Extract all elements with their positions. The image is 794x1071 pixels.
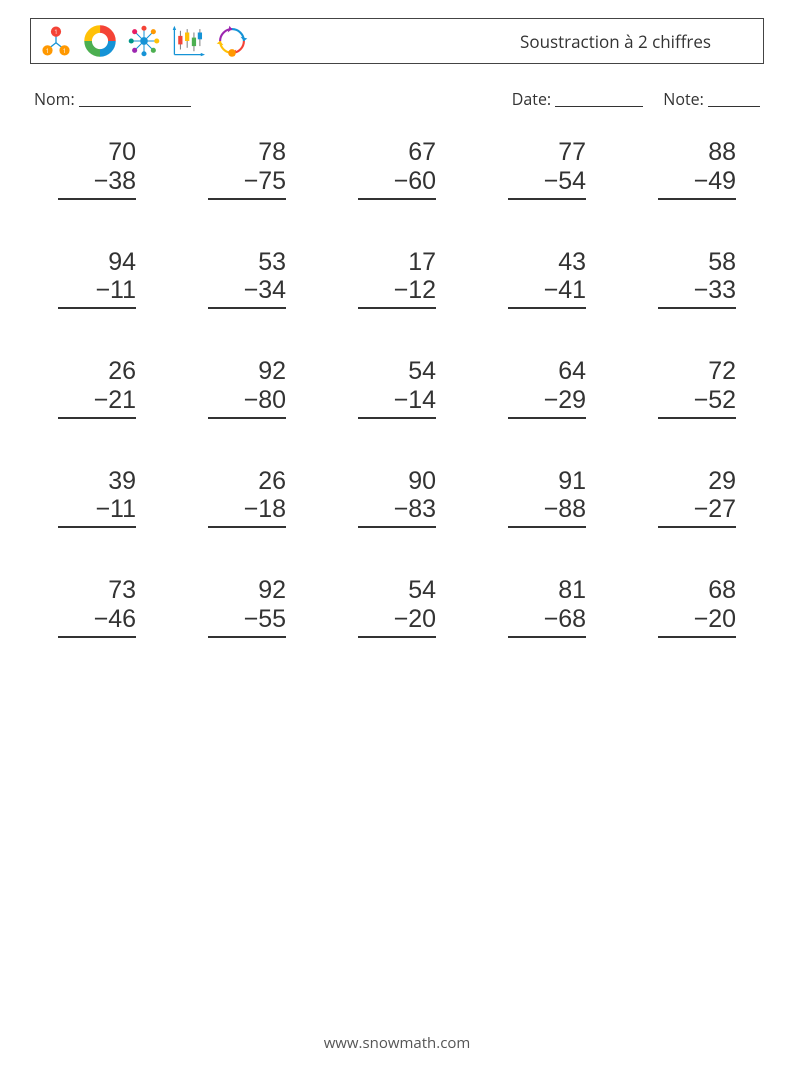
problem: 54−20 xyxy=(322,576,472,638)
problem: 29−27 xyxy=(622,467,772,529)
subtrahend: −34 xyxy=(208,276,286,309)
subtrahend: −38 xyxy=(58,167,136,200)
name-label: Nom: xyxy=(34,88,75,110)
minuend: 17 xyxy=(358,248,436,277)
subtrahend: −27 xyxy=(658,495,736,528)
footer-text: www.snowmath.com xyxy=(0,1033,794,1053)
minuend: 72 xyxy=(658,357,736,386)
minuend: 77 xyxy=(508,138,586,167)
subtrahend: −54 xyxy=(508,167,586,200)
minuend: 67 xyxy=(358,138,436,167)
subtrahend: −33 xyxy=(658,276,736,309)
subtrahend: −60 xyxy=(358,167,436,200)
subtrahend: −41 xyxy=(508,276,586,309)
minuend: 26 xyxy=(58,357,136,386)
subtrahend: −75 xyxy=(208,167,286,200)
problem: 90−83 xyxy=(322,467,472,529)
problem: 77−54 xyxy=(472,138,622,200)
problem: 64−29 xyxy=(472,357,622,419)
minuend: 70 xyxy=(58,138,136,167)
problem: 39−11 xyxy=(22,467,172,529)
subtrahend: −52 xyxy=(658,386,736,419)
date-label: Date: xyxy=(512,88,551,110)
problems-grid: 70−3878−7567−6077−5488−4994−1153−3417−12… xyxy=(22,138,772,638)
subtrahend: −83 xyxy=(358,495,436,528)
problem: 17−12 xyxy=(322,248,472,310)
tree-icon: 1 1 1 xyxy=(37,22,75,60)
subtrahend: −20 xyxy=(358,605,436,638)
problem: 43−41 xyxy=(472,248,622,310)
problem: 92−80 xyxy=(172,357,322,419)
subtrahend: −18 xyxy=(208,495,286,528)
minuend: 26 xyxy=(208,467,286,496)
subtrahend: −21 xyxy=(58,386,136,419)
minuend: 90 xyxy=(358,467,436,496)
problem: 54−14 xyxy=(322,357,472,419)
svg-text:1: 1 xyxy=(46,47,49,55)
header-bar: 1 1 1 xyxy=(30,18,764,64)
subtrahend: −29 xyxy=(508,386,586,419)
minuend: 92 xyxy=(208,576,286,605)
minuend: 29 xyxy=(658,467,736,496)
minuend: 54 xyxy=(358,357,436,386)
problem: 26−21 xyxy=(22,357,172,419)
meta-row: Nom: Date: Note: xyxy=(34,88,760,110)
minuend: 92 xyxy=(208,357,286,386)
subtrahend: −12 xyxy=(358,276,436,309)
problem: 81−68 xyxy=(472,576,622,638)
minuend: 64 xyxy=(508,357,586,386)
problem: 67−60 xyxy=(322,138,472,200)
minuend: 91 xyxy=(508,467,586,496)
problem: 53−34 xyxy=(172,248,322,310)
note-label: Note: xyxy=(663,88,704,110)
icon-strip: 1 1 1 xyxy=(37,22,251,60)
subtrahend: −68 xyxy=(508,605,586,638)
problem: 72−52 xyxy=(622,357,772,419)
problem: 78−75 xyxy=(172,138,322,200)
problem: 73−46 xyxy=(22,576,172,638)
minuend: 73 xyxy=(58,576,136,605)
subtrahend: −80 xyxy=(208,386,286,419)
minuend: 53 xyxy=(208,248,286,277)
minuend: 78 xyxy=(208,138,286,167)
note-blank xyxy=(708,90,760,107)
minuend: 43 xyxy=(508,248,586,277)
minuend: 68 xyxy=(658,576,736,605)
problem: 70−38 xyxy=(22,138,172,200)
problem: 68−20 xyxy=(622,576,772,638)
subtrahend: −49 xyxy=(658,167,736,200)
problem: 92−55 xyxy=(172,576,322,638)
subtrahend: −20 xyxy=(658,605,736,638)
problem: 26−18 xyxy=(172,467,322,529)
svg-text:1: 1 xyxy=(54,28,57,36)
date-blank xyxy=(555,90,643,107)
minuend: 54 xyxy=(358,576,436,605)
candlestick-icon xyxy=(169,22,207,60)
subtrahend: −11 xyxy=(58,276,136,309)
subtrahend: −46 xyxy=(58,605,136,638)
subtrahend: −88 xyxy=(508,495,586,528)
minuend: 81 xyxy=(508,576,586,605)
hub-icon xyxy=(125,22,163,60)
problem: 91−88 xyxy=(472,467,622,529)
worksheet-title: Soustraction à 2 chiffres xyxy=(520,30,711,53)
problem: 58−33 xyxy=(622,248,772,310)
subtrahend: −11 xyxy=(58,495,136,528)
minuend: 58 xyxy=(658,248,736,277)
svg-text:1: 1 xyxy=(63,47,66,55)
name-blank xyxy=(79,90,191,107)
minuend: 94 xyxy=(58,248,136,277)
cycle-icon xyxy=(213,22,251,60)
minuend: 88 xyxy=(658,138,736,167)
subtrahend: −55 xyxy=(208,605,286,638)
problem: 88−49 xyxy=(622,138,772,200)
minuend: 39 xyxy=(58,467,136,496)
subtrahend: −14 xyxy=(358,386,436,419)
problem: 94−11 xyxy=(22,248,172,310)
donut-icon xyxy=(81,22,119,60)
